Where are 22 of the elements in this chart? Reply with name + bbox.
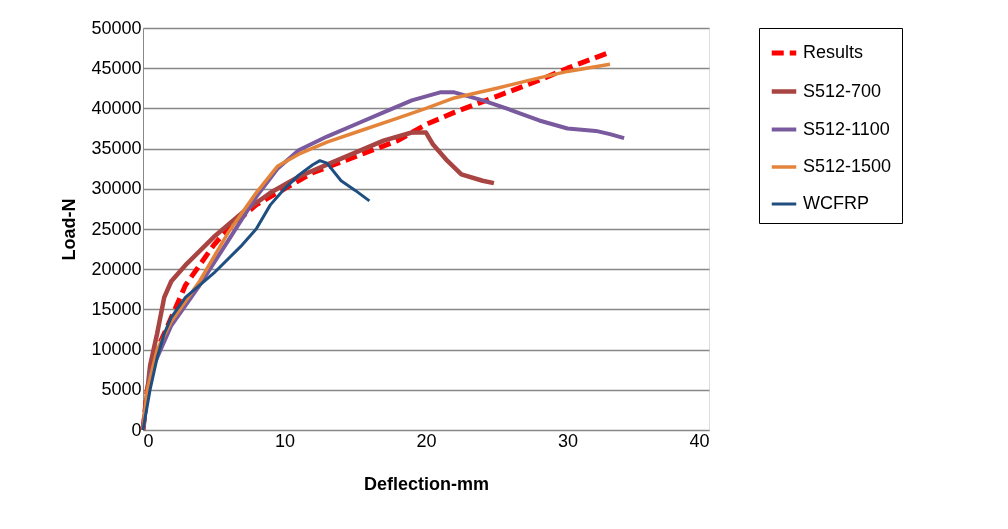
x-tick-label: 20 [416, 430, 437, 451]
legend-label: WCFRP [803, 193, 869, 213]
legend-label: S512-1100 [803, 118, 890, 139]
y-tick-label: 45000 [91, 57, 142, 78]
legend-label: S512-1500 [803, 156, 892, 176]
y-tick-label: 30000 [91, 178, 142, 199]
y-tick-label: 5000 [101, 379, 142, 400]
y-tick-label: 40000 [91, 97, 142, 118]
legend-label: S512-700 [803, 80, 882, 101]
y-tick-label: 25000 [91, 218, 142, 239]
x-axis-title: Deflection-mm [363, 473, 490, 494]
y-tick-label: 15000 [91, 298, 142, 319]
y-tick-label: 35000 [91, 138, 142, 159]
y-axis-title: Load-N [59, 198, 80, 261]
y-tick-label: 20000 [91, 258, 142, 279]
legend-label: Results [803, 42, 864, 62]
x-tick-label: 40 [689, 430, 710, 451]
line-series [141, 159, 371, 432]
x-tick-label: 30 [557, 430, 579, 451]
x-tick-label: 10 [274, 430, 296, 451]
y-tick-label: 50000 [91, 17, 142, 38]
y-tick-label: 10000 [91, 339, 142, 360]
